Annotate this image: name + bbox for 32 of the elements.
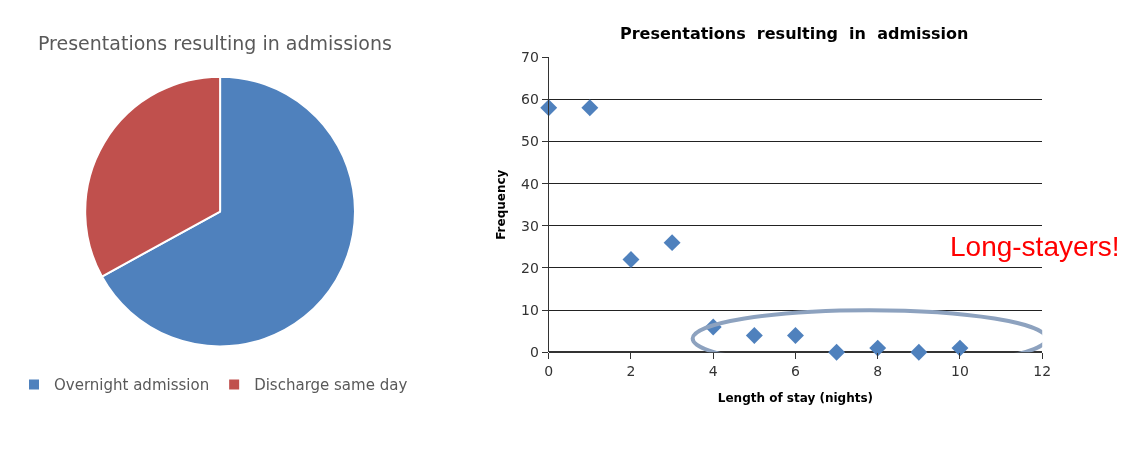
chart-title: Presentations resulting in admissions bbox=[38, 32, 392, 54]
x-tick-label: 0 bbox=[544, 363, 554, 380]
x-tick-label: 2 bbox=[626, 363, 636, 380]
legend-label: Discharge same day bbox=[254, 376, 408, 395]
chart-title: Presentations resulting in admission bbox=[620, 24, 969, 43]
point bbox=[951, 339, 969, 357]
y-tick-label: 30 bbox=[521, 217, 539, 234]
y-tick-label: 50 bbox=[521, 133, 539, 150]
x-tick-label: 12 bbox=[1033, 363, 1052, 380]
y-tick-label: 60 bbox=[521, 91, 539, 108]
point bbox=[622, 251, 640, 268]
x-tick-label: 6 bbox=[791, 363, 801, 380]
x-tick-label: 8 bbox=[873, 363, 883, 380]
annotation: Long-stayers! bbox=[950, 231, 1120, 262]
point bbox=[787, 326, 804, 344]
y-tick-label: 70 bbox=[521, 49, 539, 65]
point bbox=[828, 343, 846, 361]
x-axis-title: Length of stay (nights) bbox=[717, 391, 874, 406]
y-tick-label: 10 bbox=[521, 302, 539, 319]
point bbox=[745, 326, 763, 344]
y-axis-title: Frequency bbox=[494, 169, 509, 240]
legend-label: Overnight admission bbox=[54, 376, 210, 395]
point bbox=[540, 99, 558, 117]
x-tick-label: 4 bbox=[708, 363, 718, 380]
y-tick-label: 40 bbox=[521, 175, 539, 192]
y-tick-label: 20 bbox=[521, 259, 539, 276]
y-tick-label: 0 bbox=[530, 344, 539, 361]
point bbox=[869, 339, 887, 357]
point bbox=[581, 99, 599, 117]
x-tick-label: 10 bbox=[951, 363, 969, 380]
point bbox=[910, 343, 928, 361]
point bbox=[663, 234, 681, 252]
